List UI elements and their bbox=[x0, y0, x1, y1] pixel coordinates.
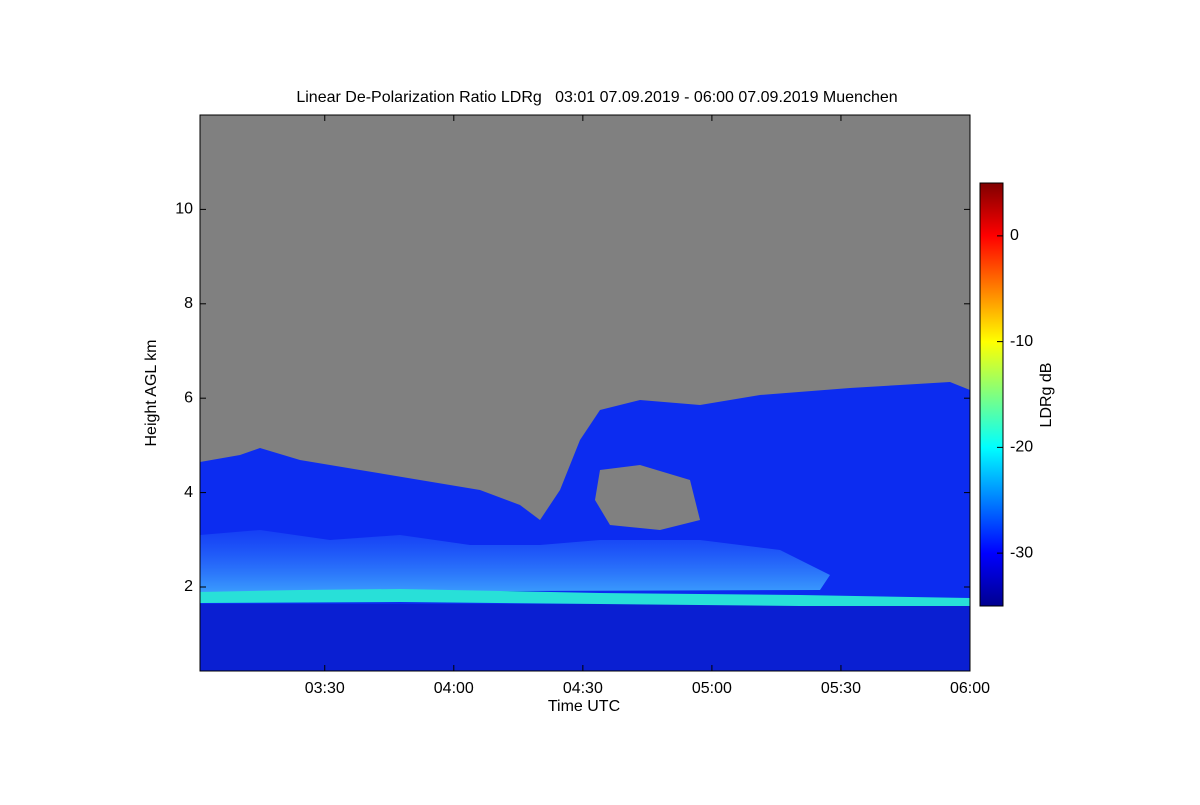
x-tick-label: 06:00 bbox=[950, 680, 990, 697]
x-tick-label: 04:30 bbox=[563, 680, 603, 697]
x-axis-label: Time UTC bbox=[548, 698, 620, 715]
heatmap-field bbox=[200, 115, 970, 671]
y-axis-label: Height AGL km bbox=[143, 339, 160, 446]
colorbar bbox=[979, 182, 1004, 607]
plot-frame bbox=[199, 114, 971, 672]
y-tick-label: 2 bbox=[184, 578, 193, 595]
colorbar-tick-label: 0 bbox=[1010, 227, 1019, 244]
x-tick-label: 03:30 bbox=[305, 680, 345, 697]
colorbar-tick-label: -20 bbox=[1010, 439, 1033, 456]
colorbar-tick-label: -10 bbox=[1010, 333, 1033, 350]
x-tick-label: 04:00 bbox=[434, 680, 474, 697]
x-tick-label: 05:00 bbox=[692, 680, 732, 697]
colorbar-tick-label: -30 bbox=[1010, 544, 1033, 561]
y-tick-label: 4 bbox=[184, 484, 193, 501]
y-tick-label: 6 bbox=[184, 389, 193, 406]
chart-title: Linear De-Polarization Ratio LDRg 03:01 … bbox=[296, 89, 897, 106]
colorbar-label: LDRg dB bbox=[1038, 363, 1055, 428]
y-tick-label: 10 bbox=[175, 201, 193, 218]
y-tick-label: 8 bbox=[184, 295, 193, 312]
x-tick-label: 05:30 bbox=[821, 680, 861, 697]
